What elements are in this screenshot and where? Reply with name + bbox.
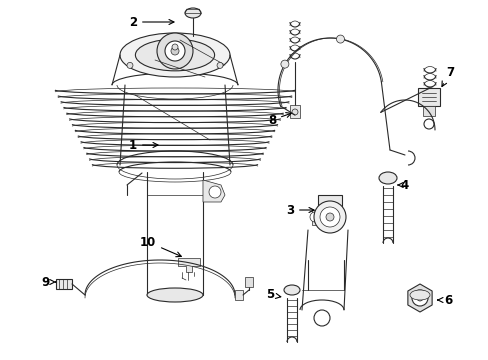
Polygon shape (289, 105, 299, 118)
Polygon shape (56, 279, 72, 289)
Circle shape (423, 119, 433, 129)
Ellipse shape (378, 172, 396, 184)
Circle shape (171, 47, 179, 55)
Text: 4: 4 (397, 179, 408, 192)
Circle shape (319, 207, 339, 227)
Polygon shape (407, 284, 431, 312)
Circle shape (208, 186, 221, 198)
Text: 10: 10 (140, 235, 181, 257)
Circle shape (164, 41, 184, 61)
Polygon shape (417, 88, 439, 106)
Circle shape (280, 60, 288, 68)
Circle shape (309, 212, 319, 222)
Polygon shape (317, 195, 341, 213)
Circle shape (217, 62, 223, 68)
Circle shape (313, 201, 346, 233)
Ellipse shape (147, 288, 203, 302)
Ellipse shape (284, 285, 299, 295)
Text: 6: 6 (437, 293, 451, 306)
Circle shape (157, 33, 193, 69)
Text: 7: 7 (441, 66, 453, 86)
Polygon shape (311, 210, 317, 225)
Circle shape (291, 109, 297, 115)
Polygon shape (203, 180, 224, 202)
Text: 1: 1 (129, 139, 158, 152)
Circle shape (127, 62, 133, 68)
Ellipse shape (184, 8, 201, 18)
Ellipse shape (135, 39, 214, 71)
Ellipse shape (409, 290, 429, 300)
Text: 3: 3 (285, 203, 313, 216)
Polygon shape (178, 258, 200, 272)
Circle shape (172, 44, 178, 50)
Text: 8: 8 (267, 113, 291, 126)
Circle shape (411, 290, 427, 306)
Circle shape (325, 213, 333, 221)
Polygon shape (235, 290, 243, 300)
Text: 2: 2 (129, 15, 174, 28)
Text: 5: 5 (265, 288, 280, 302)
Circle shape (313, 310, 329, 326)
Polygon shape (244, 277, 252, 287)
Circle shape (416, 295, 422, 301)
Polygon shape (422, 106, 434, 116)
Ellipse shape (120, 33, 229, 77)
Circle shape (336, 35, 344, 43)
Text: 9: 9 (42, 275, 56, 288)
